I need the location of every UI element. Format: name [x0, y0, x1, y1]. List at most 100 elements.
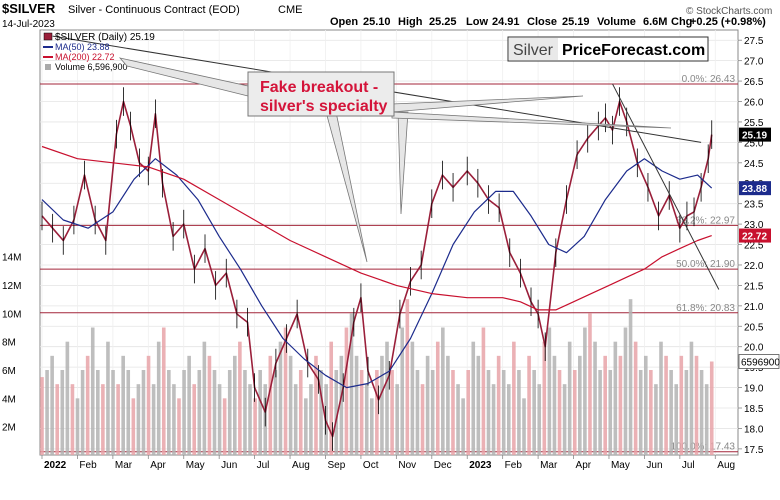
high-label: High — [398, 16, 423, 28]
x-tick-label: Jul — [257, 460, 270, 471]
volume-bar — [217, 384, 222, 455]
volume-bar — [268, 355, 273, 455]
volume-value: 6.6M — [643, 16, 667, 28]
volume-bar — [354, 355, 359, 455]
price-badges: 25.19 23.88 22.72 6596900 — [738, 127, 780, 369]
volume-bar — [106, 341, 110, 455]
volume-bar — [633, 341, 638, 455]
volume-bar — [430, 370, 435, 455]
price-badge-label: 25.19 — [742, 131, 767, 142]
volume-bar — [689, 341, 694, 455]
volume-bar — [704, 384, 709, 455]
price-badge-label: 22.72 — [742, 232, 767, 243]
high-value: 25.25 — [429, 16, 457, 28]
volume-bar — [496, 355, 501, 455]
close-label: Close — [527, 16, 557, 28]
volume-bar — [476, 355, 481, 455]
volume-bar — [532, 370, 536, 455]
x-tick-label: Mar — [540, 460, 558, 471]
volume-bar — [146, 355, 151, 455]
volume-bar — [60, 370, 65, 455]
volume-bar — [349, 313, 354, 455]
volume-tick-label: 12M — [2, 281, 21, 292]
volume-tick-label: 2M — [2, 423, 16, 434]
volume-bar — [96, 370, 100, 455]
volume-bar — [233, 355, 237, 455]
x-tick-label: Jun — [646, 460, 662, 471]
volume-tick-label: 10M — [2, 309, 21, 320]
y-tick-label: 17.5 — [744, 445, 764, 456]
volume-tick-label: 8M — [2, 338, 16, 349]
callout-line2: silver's specialty — [260, 98, 388, 115]
volume-bar — [288, 355, 293, 455]
volume-bar — [593, 341, 597, 455]
volume-bar — [583, 327, 587, 455]
volume-tick-label: 6M — [2, 366, 16, 377]
volume-bar — [547, 327, 552, 455]
volume-bar — [202, 341, 207, 455]
volume-bar — [177, 398, 181, 455]
y-tick-label: 25.0 — [744, 138, 764, 149]
volume-bar — [628, 299, 633, 455]
volume-bar — [273, 370, 278, 455]
volume-bar — [420, 384, 425, 455]
volume-bar — [562, 384, 567, 455]
volume-bar — [567, 341, 572, 455]
price-badge — [739, 228, 771, 243]
volume-bar — [207, 355, 212, 455]
legend-ma200: MA(200) 22.72 — [55, 52, 115, 62]
volume-bar — [486, 370, 491, 455]
volume-bar — [603, 355, 607, 455]
volume-bar — [248, 384, 252, 455]
volume-bar — [608, 370, 613, 455]
volume-label: Volume — [597, 16, 636, 28]
y-tick-label: 18.0 — [744, 424, 764, 435]
volume-bar — [679, 355, 684, 455]
logo-right-text: PriceForecast.com — [562, 42, 705, 59]
y-tick-label: 22.0 — [744, 261, 764, 272]
callout-pointer-down2 — [397, 111, 409, 215]
price-badge — [739, 181, 771, 196]
volume-bar — [542, 341, 547, 455]
fib-label: 61.8%: 20.83 — [676, 303, 735, 314]
x-tick-label: Apr — [576, 460, 592, 471]
low-value: 24.91 — [492, 16, 520, 28]
volume-bar — [456, 384, 460, 455]
volume-bar — [253, 398, 257, 455]
volume-bar — [45, 370, 49, 455]
volume-bar — [395, 384, 399, 455]
volume-bar — [238, 341, 242, 455]
volume-bar — [121, 355, 125, 455]
volume-bar — [684, 370, 689, 455]
fib-label: 0.0%: 26.43 — [682, 74, 736, 85]
volume-bar — [80, 370, 85, 455]
x-axis: 2022 Feb Mar Apr May Jun Jul Aug Sep Oct Nov Dec 202… — [41, 455, 735, 471]
volume-bar — [75, 398, 80, 455]
exchange-label: CME — [278, 4, 302, 16]
volume-badge — [738, 354, 780, 369]
fib-label: 38.2%: 22.97 — [676, 215, 735, 226]
volume-bar — [694, 355, 699, 455]
volume-bar — [278, 341, 283, 455]
volume-bar — [537, 384, 542, 455]
volume-bar — [461, 398, 465, 455]
volume-bar — [161, 327, 166, 455]
volume-bar — [369, 398, 374, 455]
volume-bar — [192, 384, 197, 455]
y-tick-label: 26.0 — [744, 98, 764, 109]
x-tick-label: May — [611, 460, 630, 471]
volume-layer — [40, 299, 714, 455]
volume-bar — [659, 341, 663, 455]
volume-bar — [375, 370, 379, 455]
volume-bar — [512, 341, 516, 455]
volume-bar — [344, 327, 349, 455]
volume-bar — [674, 384, 679, 455]
trendline — [612, 83, 720, 290]
y-tick-label: 23.0 — [744, 220, 764, 231]
legend-volume: Volume 6,596,900 — [55, 62, 128, 72]
y-tick-label: 21.5 — [744, 281, 764, 292]
volume-bar — [522, 398, 526, 455]
volume-bar — [314, 355, 318, 455]
x-tick-label: 2022 — [44, 460, 67, 471]
